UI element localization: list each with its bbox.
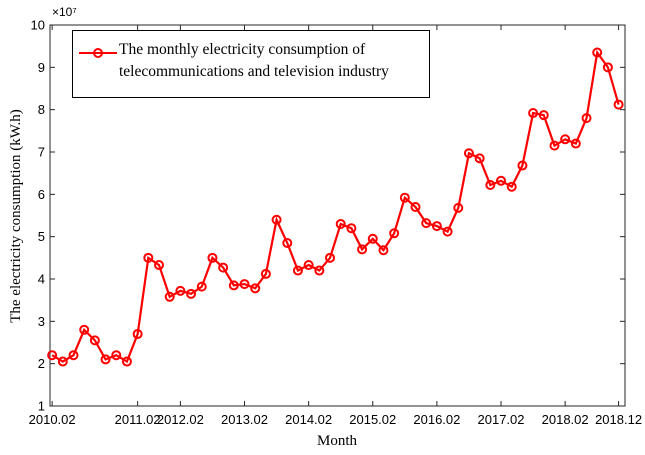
data-point — [111, 350, 122, 361]
x-tick-label: 2014.02 — [285, 412, 332, 427]
data-point — [453, 202, 464, 213]
data-point — [474, 153, 485, 164]
data-point — [581, 113, 592, 124]
data-point — [538, 110, 549, 121]
data-point — [89, 335, 100, 346]
y-tick-label: 4 — [38, 272, 45, 287]
x-tick-label: 2018.12 — [595, 412, 642, 427]
y-tick-label: 6 — [38, 187, 45, 202]
data-point — [592, 47, 603, 58]
data-point — [496, 175, 507, 186]
y-tick-label: 3 — [38, 314, 45, 329]
data-point — [442, 226, 453, 237]
data-point — [421, 218, 432, 229]
x-tick-label: 2015.02 — [349, 412, 396, 427]
y-multiplier: ×10⁷ — [52, 5, 77, 19]
y-tick-label: 2 — [38, 356, 45, 371]
data-point — [506, 181, 517, 192]
data-point — [271, 214, 282, 225]
data-point — [463, 148, 474, 159]
data-point — [431, 221, 442, 232]
data-point — [260, 268, 271, 279]
data-point — [560, 134, 571, 145]
y-tick-label: 10 — [31, 18, 45, 33]
legend-label: The monthly electricity consumption of t… — [119, 41, 389, 80]
data-point — [389, 228, 400, 239]
x-tick-label: 2016.02 — [413, 412, 460, 427]
data-point — [100, 354, 111, 365]
data-point — [239, 279, 250, 290]
legend-marker — [93, 48, 103, 58]
data-point — [528, 108, 539, 119]
data-point — [399, 192, 410, 203]
data-point — [613, 99, 624, 110]
series-line — [51, 49, 620, 364]
y-axis-label: The electricity consumption (kW.h) — [8, 109, 24, 323]
y-tick-label: 9 — [38, 60, 45, 75]
x-tick-label: 2012.02 — [157, 412, 204, 427]
data-point — [303, 260, 314, 271]
data-point — [57, 356, 68, 367]
data-point — [228, 280, 239, 291]
data-point — [47, 350, 58, 361]
data-point — [196, 281, 207, 292]
data-point — [367, 233, 378, 244]
y-tick-label: 1 — [38, 399, 45, 414]
x-tick-label: 2010.02 — [29, 412, 76, 427]
legend: The monthly electricity consumption of t… — [72, 30, 430, 98]
y-tick-label: 8 — [38, 102, 45, 117]
data-point — [68, 350, 79, 361]
data-point — [357, 244, 368, 255]
x-tick-label: 2011.02 — [115, 412, 161, 427]
data-point — [121, 356, 132, 367]
y-tick-label: 7 — [38, 145, 45, 160]
data-point — [250, 283, 261, 294]
x-tick-label: 2018.02 — [542, 412, 589, 427]
data-point — [570, 138, 581, 149]
data-point — [314, 265, 325, 276]
data-point — [485, 180, 496, 191]
data-point — [143, 252, 154, 263]
data-point — [79, 324, 90, 335]
data-point — [207, 252, 218, 263]
data-point — [517, 160, 528, 171]
data-point — [292, 265, 303, 276]
legend-swatch — [79, 48, 117, 58]
data-point — [132, 329, 143, 340]
data-point — [335, 218, 346, 229]
data-point — [410, 202, 421, 213]
data-point — [282, 238, 293, 249]
data-point — [186, 288, 197, 299]
data-point — [602, 62, 613, 73]
data-point — [325, 252, 336, 263]
x-axis-label: Month — [317, 433, 358, 449]
x-tick-label: 2017.02 — [478, 412, 525, 427]
data-point — [175, 285, 186, 296]
data-point — [164, 291, 175, 302]
data-point — [154, 260, 165, 271]
data-point — [218, 262, 229, 273]
data-point — [549, 140, 560, 151]
y-tick-label: 5 — [38, 229, 45, 244]
x-tick-label: 2013.02 — [221, 412, 268, 427]
data-point — [346, 223, 357, 234]
data-point — [378, 245, 389, 256]
